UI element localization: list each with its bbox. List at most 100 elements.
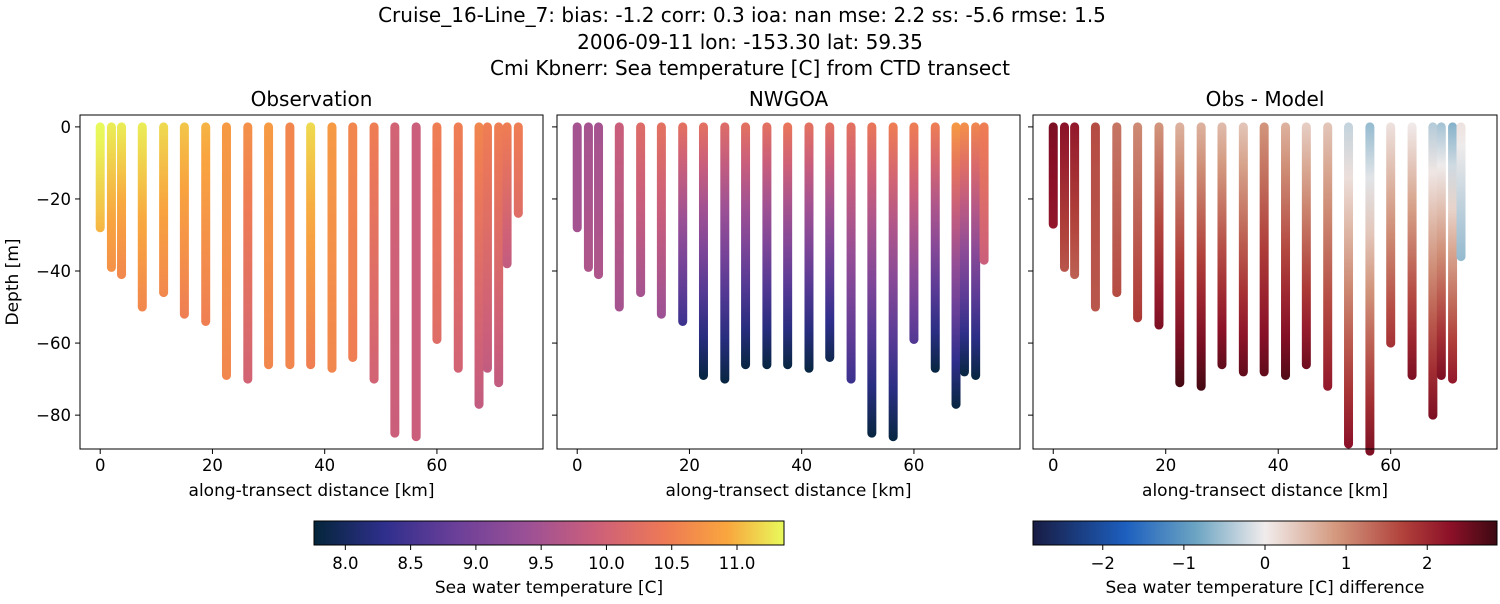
station-column (1448, 122, 1458, 384)
station-column (1070, 122, 1080, 280)
colorbar-tick-label: 11.0 (719, 554, 756, 573)
colorbar-tick-label: 9.5 (528, 554, 554, 573)
station-column (306, 122, 316, 370)
colorbar-label: Sea water temperature [C] difference (1105, 578, 1424, 598)
y-tick-label: −80 (36, 406, 71, 425)
station-column (137, 122, 147, 312)
y-axis-label: Depth [m] (3, 238, 23, 325)
station-column (201, 122, 211, 326)
station-column (348, 122, 358, 362)
station-column (1407, 122, 1417, 380)
station-column (1090, 122, 1100, 312)
station-column (1365, 122, 1375, 456)
station-column (264, 122, 274, 370)
station-column (1133, 122, 1143, 323)
station-column (1344, 122, 1354, 449)
station-column (583, 122, 593, 272)
station-column (1386, 122, 1396, 348)
y-tick-label: 0 (61, 118, 72, 137)
x-tick-label: 0 (1048, 456, 1059, 475)
axes-title: Obs - Model (1206, 87, 1325, 111)
colorbar-tick-label: 0 (1260, 554, 1271, 573)
station-column (106, 122, 116, 272)
station-column (1059, 122, 1069, 272)
axes-frame (556, 114, 1021, 450)
station-column (1259, 122, 1269, 377)
station-column (502, 122, 512, 269)
axes-title: Observation (251, 87, 373, 111)
x-tick-label: 20 (202, 456, 223, 475)
station-column (390, 122, 400, 438)
x-axis-label: along-transect distance [km] (1142, 481, 1388, 501)
x-tick-label: 20 (679, 456, 700, 475)
station-column (951, 122, 961, 409)
station-column (720, 122, 730, 384)
station-column (867, 122, 877, 438)
x-tick-label: 60 (1380, 456, 1401, 475)
station-column (453, 122, 463, 373)
axes-title: NWGOA (749, 87, 829, 111)
station-column (494, 122, 504, 388)
station-column (698, 122, 708, 380)
colorbar-tick-label: −1 (1172, 554, 1196, 573)
station-column (1217, 122, 1227, 370)
station-column (971, 122, 981, 380)
station-column (1154, 122, 1164, 330)
suptitle-line: Cruise_16-Line_7: bias: -1.2 corr: 0.3 i… (378, 3, 1106, 27)
station-column (825, 122, 835, 362)
station-column (656, 122, 666, 319)
y-tick-label: −20 (36, 190, 71, 209)
station-column (594, 122, 604, 280)
station-column (804, 122, 814, 373)
colorbar-tick-label: 9.0 (463, 554, 489, 573)
station-column (513, 122, 523, 218)
colorbar-tick-label: 2 (1422, 554, 1433, 573)
colorbar-tick-label: 10.0 (588, 554, 625, 573)
station-column (95, 122, 105, 233)
colorbar-tick-label: 1 (1341, 554, 1352, 573)
x-tick-label: 0 (572, 456, 583, 475)
station-column (117, 122, 127, 280)
x-axis-label: along-transect distance [km] (189, 481, 435, 501)
suptitle-line: 2006-09-11 lon: -153.30 lat: 59.35 (577, 30, 923, 54)
colorbar (313, 520, 785, 546)
station-column (482, 122, 492, 373)
station-column (327, 122, 337, 373)
station-column (1428, 122, 1438, 420)
station-column (1112, 122, 1122, 298)
station-column (432, 122, 442, 344)
y-tick-label: −40 (36, 262, 71, 281)
station-column (221, 122, 231, 380)
station-column (930, 122, 940, 373)
station-column (678, 122, 688, 326)
suptitle-line: Cmi Kbnerr: Sea temperature [C] from CTD… (490, 56, 1010, 80)
station-column (1048, 122, 1058, 229)
station-column (1175, 122, 1185, 388)
station-column (572, 122, 582, 233)
x-tick-label: 40 (314, 456, 335, 475)
colorbar-tick-label: 10.5 (653, 554, 690, 573)
station-column (636, 122, 646, 298)
station-column (614, 122, 624, 312)
x-tick-label: 20 (1155, 456, 1176, 475)
station-column (783, 122, 793, 370)
y-tick-label: −60 (36, 334, 71, 353)
colorbar-tick-label: 8.5 (397, 554, 423, 573)
station-column (1301, 122, 1311, 370)
station-column (888, 122, 898, 442)
station-column (909, 122, 919, 344)
x-tick-label: 40 (1268, 456, 1289, 475)
station-column (411, 122, 421, 442)
station-column (474, 122, 484, 409)
axes-frame (1032, 114, 1498, 450)
station-column (846, 122, 856, 384)
x-tick-label: 40 (791, 456, 812, 475)
station-column (959, 122, 969, 377)
x-tick-label: 60 (903, 456, 924, 475)
colorbar (1032, 520, 1498, 546)
station-column (1323, 122, 1333, 391)
colorbar-tick-label: 8.0 (332, 554, 358, 573)
station-column (369, 122, 379, 384)
station-column (1456, 122, 1466, 262)
